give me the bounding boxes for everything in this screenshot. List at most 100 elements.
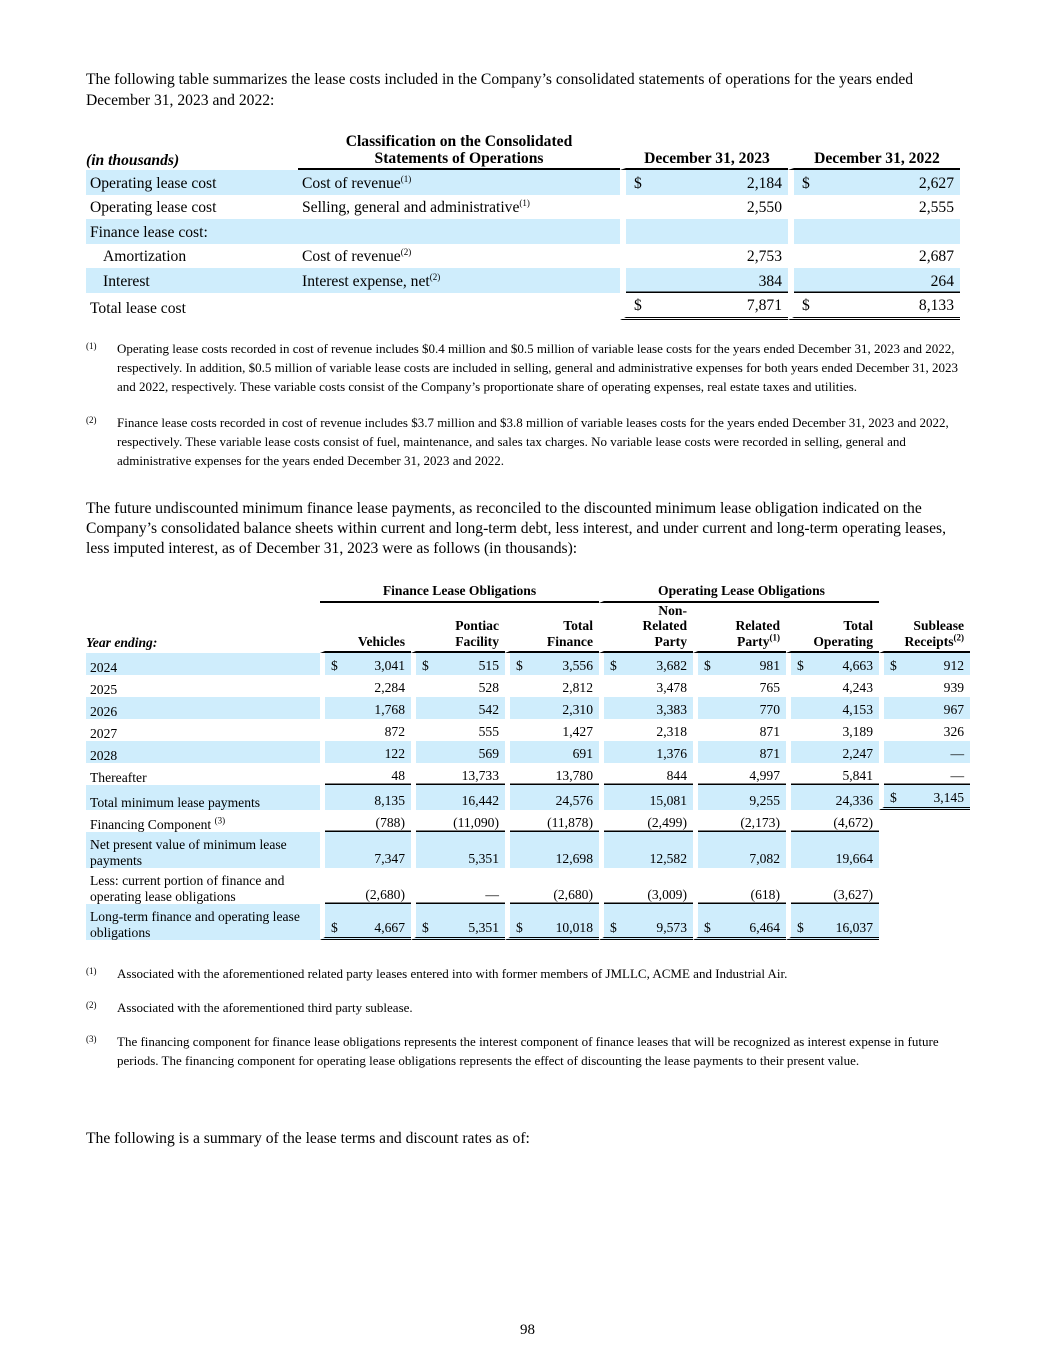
- row-label: Finance lease cost:: [86, 219, 298, 244]
- value-cell: 691: [505, 741, 599, 763]
- amount: 2,627: [918, 174, 954, 192]
- money-cell: —: [884, 746, 970, 764]
- column-header: Non- Related Party: [599, 602, 693, 653]
- value-cell: 1,427: [505, 719, 599, 741]
- amount: 967: [943, 701, 965, 717]
- row-classification: Selling, general and administrative(1): [298, 195, 620, 220]
- amount: 3,145: [933, 789, 965, 805]
- footnote: (1) Associated with the aforementioned re…: [86, 964, 966, 983]
- value-cell: $9,573: [599, 904, 693, 940]
- header-classification-line2: Statements of Operations: [374, 150, 544, 167]
- column-header-line: Related: [735, 618, 780, 633]
- money-cell: $4,663: [791, 658, 879, 676]
- row-label: 2026: [86, 697, 320, 719]
- row-label-text: Thereafter: [90, 769, 147, 785]
- value-cell: (3,009): [599, 868, 693, 904]
- value-cell: $912: [879, 653, 971, 675]
- amount: (618): [750, 886, 780, 902]
- value-cell: (2,680): [505, 868, 599, 904]
- table-row: Operating lease cost Cost of revenue(1) $2…: [86, 170, 960, 195]
- lease-cost-table: (in thousands) Classification on the Con…: [86, 133, 960, 320]
- footnote-text: The financing component for finance leas…: [117, 1034, 939, 1068]
- footnote: (3) The financing component for finance l…: [86, 1032, 966, 1070]
- amount: 2,318: [656, 723, 687, 739]
- row-label: Amortization: [103, 248, 187, 265]
- money-cell: $4,667: [325, 920, 411, 938]
- value-cell: $4,667: [320, 904, 411, 940]
- dollar-sign: $: [516, 919, 523, 935]
- money-cell: 1,768: [325, 702, 411, 720]
- amount: 939: [943, 679, 965, 695]
- row-label-text: 2028: [90, 747, 118, 763]
- amount: (2,499): [647, 814, 687, 830]
- amount: 2,550: [746, 199, 782, 216]
- value-cell: 12,582: [599, 832, 693, 868]
- amount: 48: [391, 767, 405, 783]
- footnotes-future-payments: (1) Associated with the aforementioned re…: [86, 964, 966, 1085]
- value-cell: —: [879, 741, 971, 764]
- column-header-line: Operating: [813, 633, 874, 649]
- amount: (11,090): [453, 814, 499, 830]
- value-cell: $10,018: [505, 904, 599, 940]
- row-label-text: 2025: [90, 681, 118, 697]
- money-cell: 844: [604, 768, 693, 786]
- amount: (4,672): [833, 814, 874, 830]
- dollar-sign: $: [704, 657, 711, 673]
- money-cell: 24,336: [791, 793, 879, 811]
- money-cell: $5,351: [416, 920, 505, 938]
- money-cell: (2,499): [604, 815, 693, 833]
- amount: 542: [478, 701, 499, 717]
- row-label: Total minimum lease payments: [86, 785, 320, 810]
- money-cell: 770: [698, 702, 786, 720]
- amount: 3,041: [374, 657, 405, 673]
- value-2023: 384: [620, 268, 788, 293]
- column-header-line: Sublease: [913, 618, 965, 633]
- column-header-line: Non-: [658, 602, 687, 618]
- column-header-line: Total: [843, 618, 874, 633]
- value-cell: 15,081: [599, 785, 693, 810]
- amount: 871: [759, 745, 780, 761]
- row-label: Operating lease cost: [86, 170, 298, 195]
- amount: (2,680): [553, 886, 593, 902]
- dollar-sign: $: [890, 657, 897, 673]
- footnote: (2) Associated with the aforementioned th…: [86, 998, 966, 1017]
- amount: (3,627): [833, 886, 874, 902]
- column-header: Related Party(1): [693, 602, 786, 653]
- value-2023: [620, 219, 788, 244]
- footnote-ref: (1): [519, 197, 530, 208]
- table-row: Amortization Cost of revenue(2) 2,753 2,687: [86, 243, 960, 268]
- footnotes-lease-costs: (1) Operating lease costs recorded in cos…: [86, 339, 966, 487]
- value-cell: 844: [599, 763, 693, 785]
- amount: (2,680): [365, 886, 405, 902]
- value-2022: 264: [788, 268, 960, 293]
- amount: 5,351: [468, 919, 499, 935]
- value-cell: 326: [879, 719, 970, 741]
- table-row: 2026 1,768 542 2,310 3,383 770 4,153 967: [86, 697, 971, 720]
- group-header-finance: Finance Lease Obligations: [320, 583, 599, 603]
- value-cell: $3,145: [879, 785, 971, 810]
- header-classification: Classification on the Consolidated Statem…: [298, 133, 620, 170]
- money-cell: 3,383: [604, 702, 693, 720]
- row-label: 2028: [86, 741, 320, 763]
- column-header: Pontiac Facility: [411, 602, 505, 653]
- value-cell: 9,255: [693, 785, 786, 810]
- classification-text: Selling, general and administrative: [302, 199, 520, 216]
- value-cell: 1,768: [320, 697, 411, 719]
- amount: (788): [375, 814, 405, 830]
- footnote: (2) Finance lease costs recorded in cost …: [86, 413, 966, 470]
- amount: (3,009): [647, 886, 687, 902]
- value-cell: [879, 810, 971, 832]
- value-cell: $4,663: [786, 653, 880, 676]
- header-in-thousands: (in thousands): [86, 152, 180, 169]
- table-row: 2027 872 555 1,427 2,318 871 3,189 326: [86, 719, 970, 741]
- value-2023: $2,184: [620, 170, 788, 195]
- value-cell: 555: [411, 719, 505, 741]
- footnote-text: Finance lease costs recorded in cost of …: [117, 415, 949, 468]
- amount: 1,427: [562, 723, 593, 739]
- money-cell: (3,009): [604, 887, 693, 905]
- row-classification: Interest expense, net(2): [298, 268, 620, 293]
- column-header-line: Vehicles: [357, 633, 405, 649]
- intro-text: The following table summarizes the lease…: [86, 71, 914, 109]
- value-cell: 13,733: [411, 763, 505, 785]
- dollar-sign: $: [610, 919, 617, 935]
